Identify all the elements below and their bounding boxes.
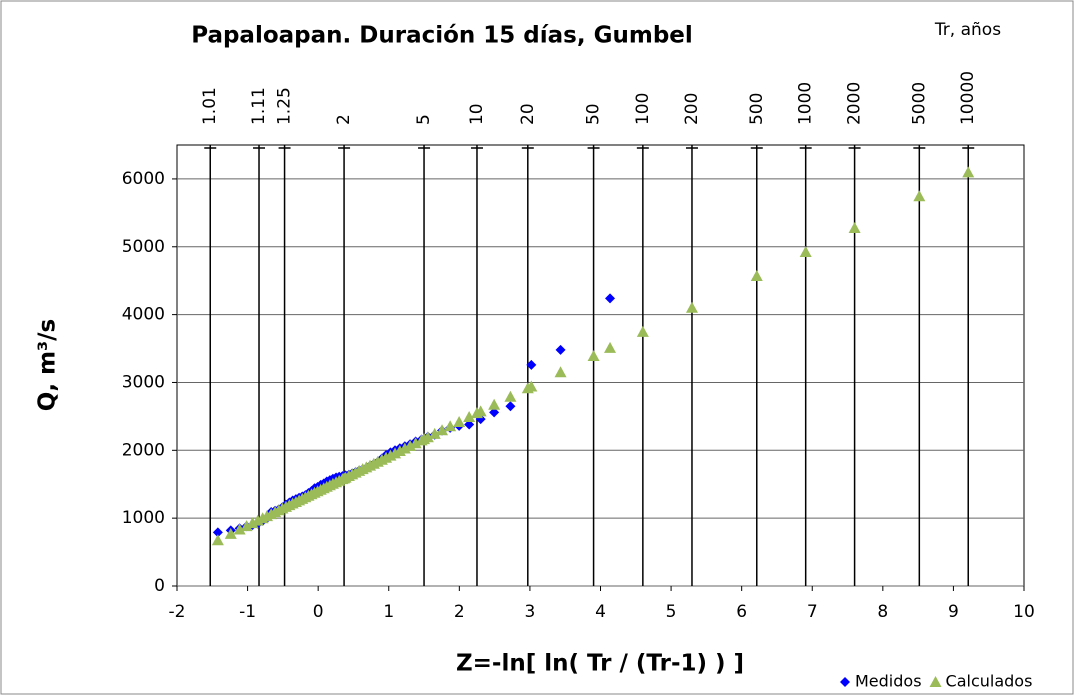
x2-tick-label: 200 [682,93,702,125]
point [605,293,616,304]
x-tick-label: 3 [525,602,536,622]
x-tick-label: 10 [1013,602,1035,622]
point [338,472,351,484]
point [470,407,483,419]
point [489,407,500,418]
x-tick-label: 0 [313,602,324,622]
x2-tick-label: 100 [633,93,653,125]
point [636,325,649,337]
point [212,527,223,538]
x-tick-label: 4 [595,602,606,622]
point [962,166,975,178]
x2-tick-label: 50 [584,103,604,125]
x-tick-label: 7 [807,602,818,622]
x-tick-label: 9 [948,602,959,622]
y-tick-label: 1000 [122,508,165,528]
x2-tick-label: 1000 [796,82,816,125]
point [848,222,861,234]
y-tick-label: 6000 [122,169,165,189]
plot-area [176,144,1025,587]
x2-tick-label: 1.25 [275,87,295,125]
x2-tick-label: 1.11 [249,87,269,125]
point [554,366,567,378]
y-axis-title: Q, m³/s [35,319,61,411]
point [211,534,224,546]
x-tick-label: 1 [383,602,394,622]
point [246,517,259,529]
point [224,527,237,539]
x-tick-label: -2 [169,602,186,622]
point [913,190,926,202]
x-tick-label: 2 [454,602,465,622]
point [463,410,476,422]
point [685,301,698,313]
x2-tick-label: 20 [518,103,538,125]
point [488,398,501,410]
point [436,424,449,436]
x2-tick-label: 1.01 [200,87,220,125]
x-tick-label: 8 [877,602,888,622]
x2-tick-label: 500 [747,93,767,125]
point [526,359,537,370]
point [453,415,466,427]
point [233,523,246,535]
point [750,270,763,282]
x2-tick-label: 10 [467,103,487,125]
legend-marker [840,677,850,687]
x2-tick-label: 5 [414,114,434,125]
point [428,427,441,439]
point [799,245,812,257]
point [505,401,516,412]
y-tick-label: 5000 [122,237,165,257]
x-axis-title: Z=-ln[ ln( Tr / (Tr-1) ) ] [456,651,744,677]
x-tick-label: 6 [736,602,747,622]
point [418,433,431,445]
legend-label: Medidos [855,672,922,691]
point [240,520,253,532]
chart-title: Papaloapan. Duración 15 días, Gumbel [191,23,693,49]
x2-tick-label: 2000 [845,82,865,125]
point [504,390,517,402]
point [444,420,457,432]
x2-tick-label: 10000 [958,71,978,125]
x2-tick-label: 5000 [909,82,929,125]
y-tick-label: 0 [154,576,165,596]
point [521,382,534,394]
x2-tick-label: 2 [334,114,354,125]
y-tick-label: 3000 [122,372,165,392]
legend-label: Calculados [946,672,1033,691]
y-tick-label: 4000 [122,305,165,325]
legend-marker [929,676,942,687]
point [587,350,600,362]
point [604,341,617,353]
point [464,419,475,430]
x2-axis-title: Tr, años [934,20,1001,40]
point [555,344,566,355]
y-tick-label: 2000 [122,440,165,460]
x-tick-label: -1 [239,602,256,622]
x-tick-label: 5 [666,602,677,622]
